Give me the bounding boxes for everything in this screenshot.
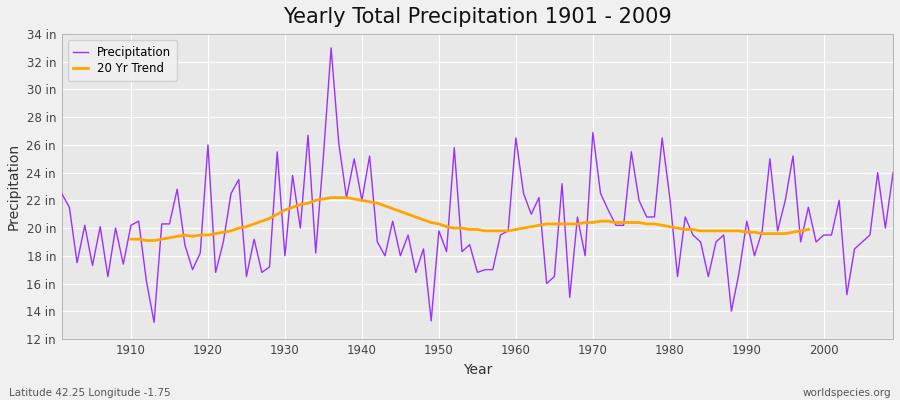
20 Yr Trend [126, 237, 137, 242]
20 Yr Trend [202, 233, 213, 238]
Precipitation [295, 226, 306, 230]
X-axis label: Year: Year [463, 363, 492, 377]
Precipitation [518, 191, 529, 196]
20 Yr Trend [141, 238, 152, 243]
Precipitation [526, 212, 536, 217]
20 Yr Trend [488, 228, 499, 233]
20 Yr Trend [218, 230, 229, 235]
Precipitation [118, 262, 129, 266]
Precipitation [326, 46, 337, 50]
20 Yr Trend [742, 230, 752, 235]
Precipitation [148, 320, 159, 325]
Y-axis label: Precipitation: Precipitation [7, 143, 21, 230]
Line: 20 Yr Trend: 20 Yr Trend [131, 198, 808, 240]
20 Yr Trend [402, 212, 413, 217]
20 Yr Trend [272, 212, 283, 217]
20 Yr Trend [803, 227, 814, 232]
Line: Precipitation: Precipitation [62, 48, 893, 322]
Legend: Precipitation, 20 Yr Trend: Precipitation, 20 Yr Trend [68, 40, 177, 81]
20 Yr Trend [326, 195, 337, 200]
Precipitation [57, 191, 68, 196]
Precipitation [618, 223, 629, 228]
Title: Yearly Total Precipitation 1901 - 2009: Yearly Total Precipitation 1901 - 2009 [283, 7, 671, 27]
Precipitation [887, 170, 898, 175]
Precipitation [349, 156, 360, 161]
Text: worldspecies.org: worldspecies.org [803, 388, 891, 398]
Text: Latitude 42.25 Longitude -1.75: Latitude 42.25 Longitude -1.75 [9, 388, 171, 398]
